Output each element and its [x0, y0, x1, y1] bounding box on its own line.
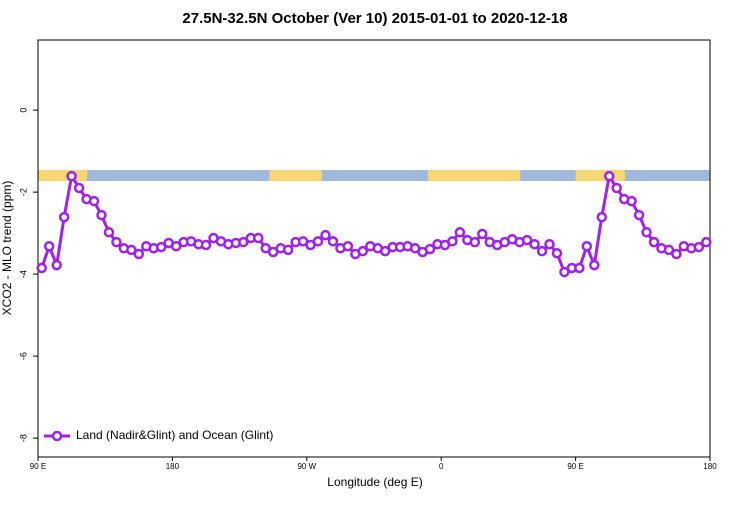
y-axis-label: XCO2 - MLO trend (ppm): [0, 181, 14, 316]
data-point: [58, 211, 70, 223]
legend-marker: [51, 430, 63, 442]
ocean-band: [38, 170, 710, 181]
data-point: [36, 262, 47, 274]
y-tick-label: -4: [18, 270, 28, 278]
land-band: [575, 170, 625, 181]
data-point: [424, 243, 436, 255]
data-point: [200, 239, 212, 251]
data-point: [521, 234, 533, 246]
data-point: [581, 240, 593, 252]
data-point: [238, 236, 249, 248]
data-point: [379, 245, 391, 257]
plot-frame: [37, 39, 711, 458]
data-point: [447, 236, 458, 247]
data-point: [155, 241, 167, 253]
data-point: [469, 236, 481, 248]
data-point: [477, 228, 488, 240]
land-band: [427, 170, 521, 181]
data-point: [633, 209, 645, 221]
data-point: [536, 245, 548, 257]
data-point: [73, 182, 85, 194]
data-point: [111, 236, 122, 248]
data-point: [357, 245, 369, 257]
data-point: [544, 238, 555, 250]
data-point: [693, 241, 705, 253]
x-tick-label: 180: [166, 462, 180, 471]
x-tick-label: 0: [439, 462, 444, 471]
data-point: [51, 259, 62, 271]
data-point: [170, 240, 182, 252]
land-band: [38, 170, 88, 181]
data-point: [103, 227, 115, 238]
data-point: [529, 238, 540, 250]
data-point: [88, 195, 100, 207]
data-point: [596, 211, 607, 223]
data-point: [603, 170, 615, 182]
data-point: [648, 236, 660, 248]
data-point: [671, 248, 682, 260]
legend-label: Land (Nadir&Glint) and Ocean (Glint): [76, 428, 273, 442]
data-point: [312, 236, 324, 247]
land-band: [269, 170, 322, 181]
land-ocean-strip: [38, 170, 710, 181]
data-point: [66, 170, 77, 182]
data-point: [320, 229, 331, 241]
chart-title: 27.5N-32.5N October (Ver 10) 2015-01-01 …: [182, 10, 567, 27]
data-point: [611, 182, 622, 194]
data-point: [342, 240, 354, 252]
data-point: [589, 259, 600, 271]
data-point: [641, 227, 652, 238]
data-point: [96, 209, 107, 221]
x-axis-label: Longitude (deg E): [327, 475, 422, 489]
data-point: [133, 248, 145, 260]
data-point: [282, 244, 294, 256]
data-point: [663, 244, 675, 256]
data-point: [559, 266, 570, 278]
x-tick-label: 90 E: [567, 462, 583, 471]
data-point: [574, 262, 585, 274]
data-point: [126, 244, 137, 256]
data-point: [626, 195, 637, 207]
y-tick-label: -6: [18, 352, 28, 360]
y-tick-label: 0: [18, 108, 28, 113]
data-point: [327, 236, 339, 247]
x-tick-label: 180: [703, 462, 717, 471]
data-point: [253, 232, 264, 244]
data-point: [454, 227, 466, 238]
data-point: [551, 247, 563, 259]
x-tick-label: 90 W: [297, 462, 316, 471]
y-tick-label: -2: [18, 188, 28, 196]
y-tick-label: -8: [18, 434, 28, 442]
x-tick-label: 90 E: [30, 462, 46, 471]
data-point: [701, 236, 712, 248]
data-point: [43, 240, 55, 252]
